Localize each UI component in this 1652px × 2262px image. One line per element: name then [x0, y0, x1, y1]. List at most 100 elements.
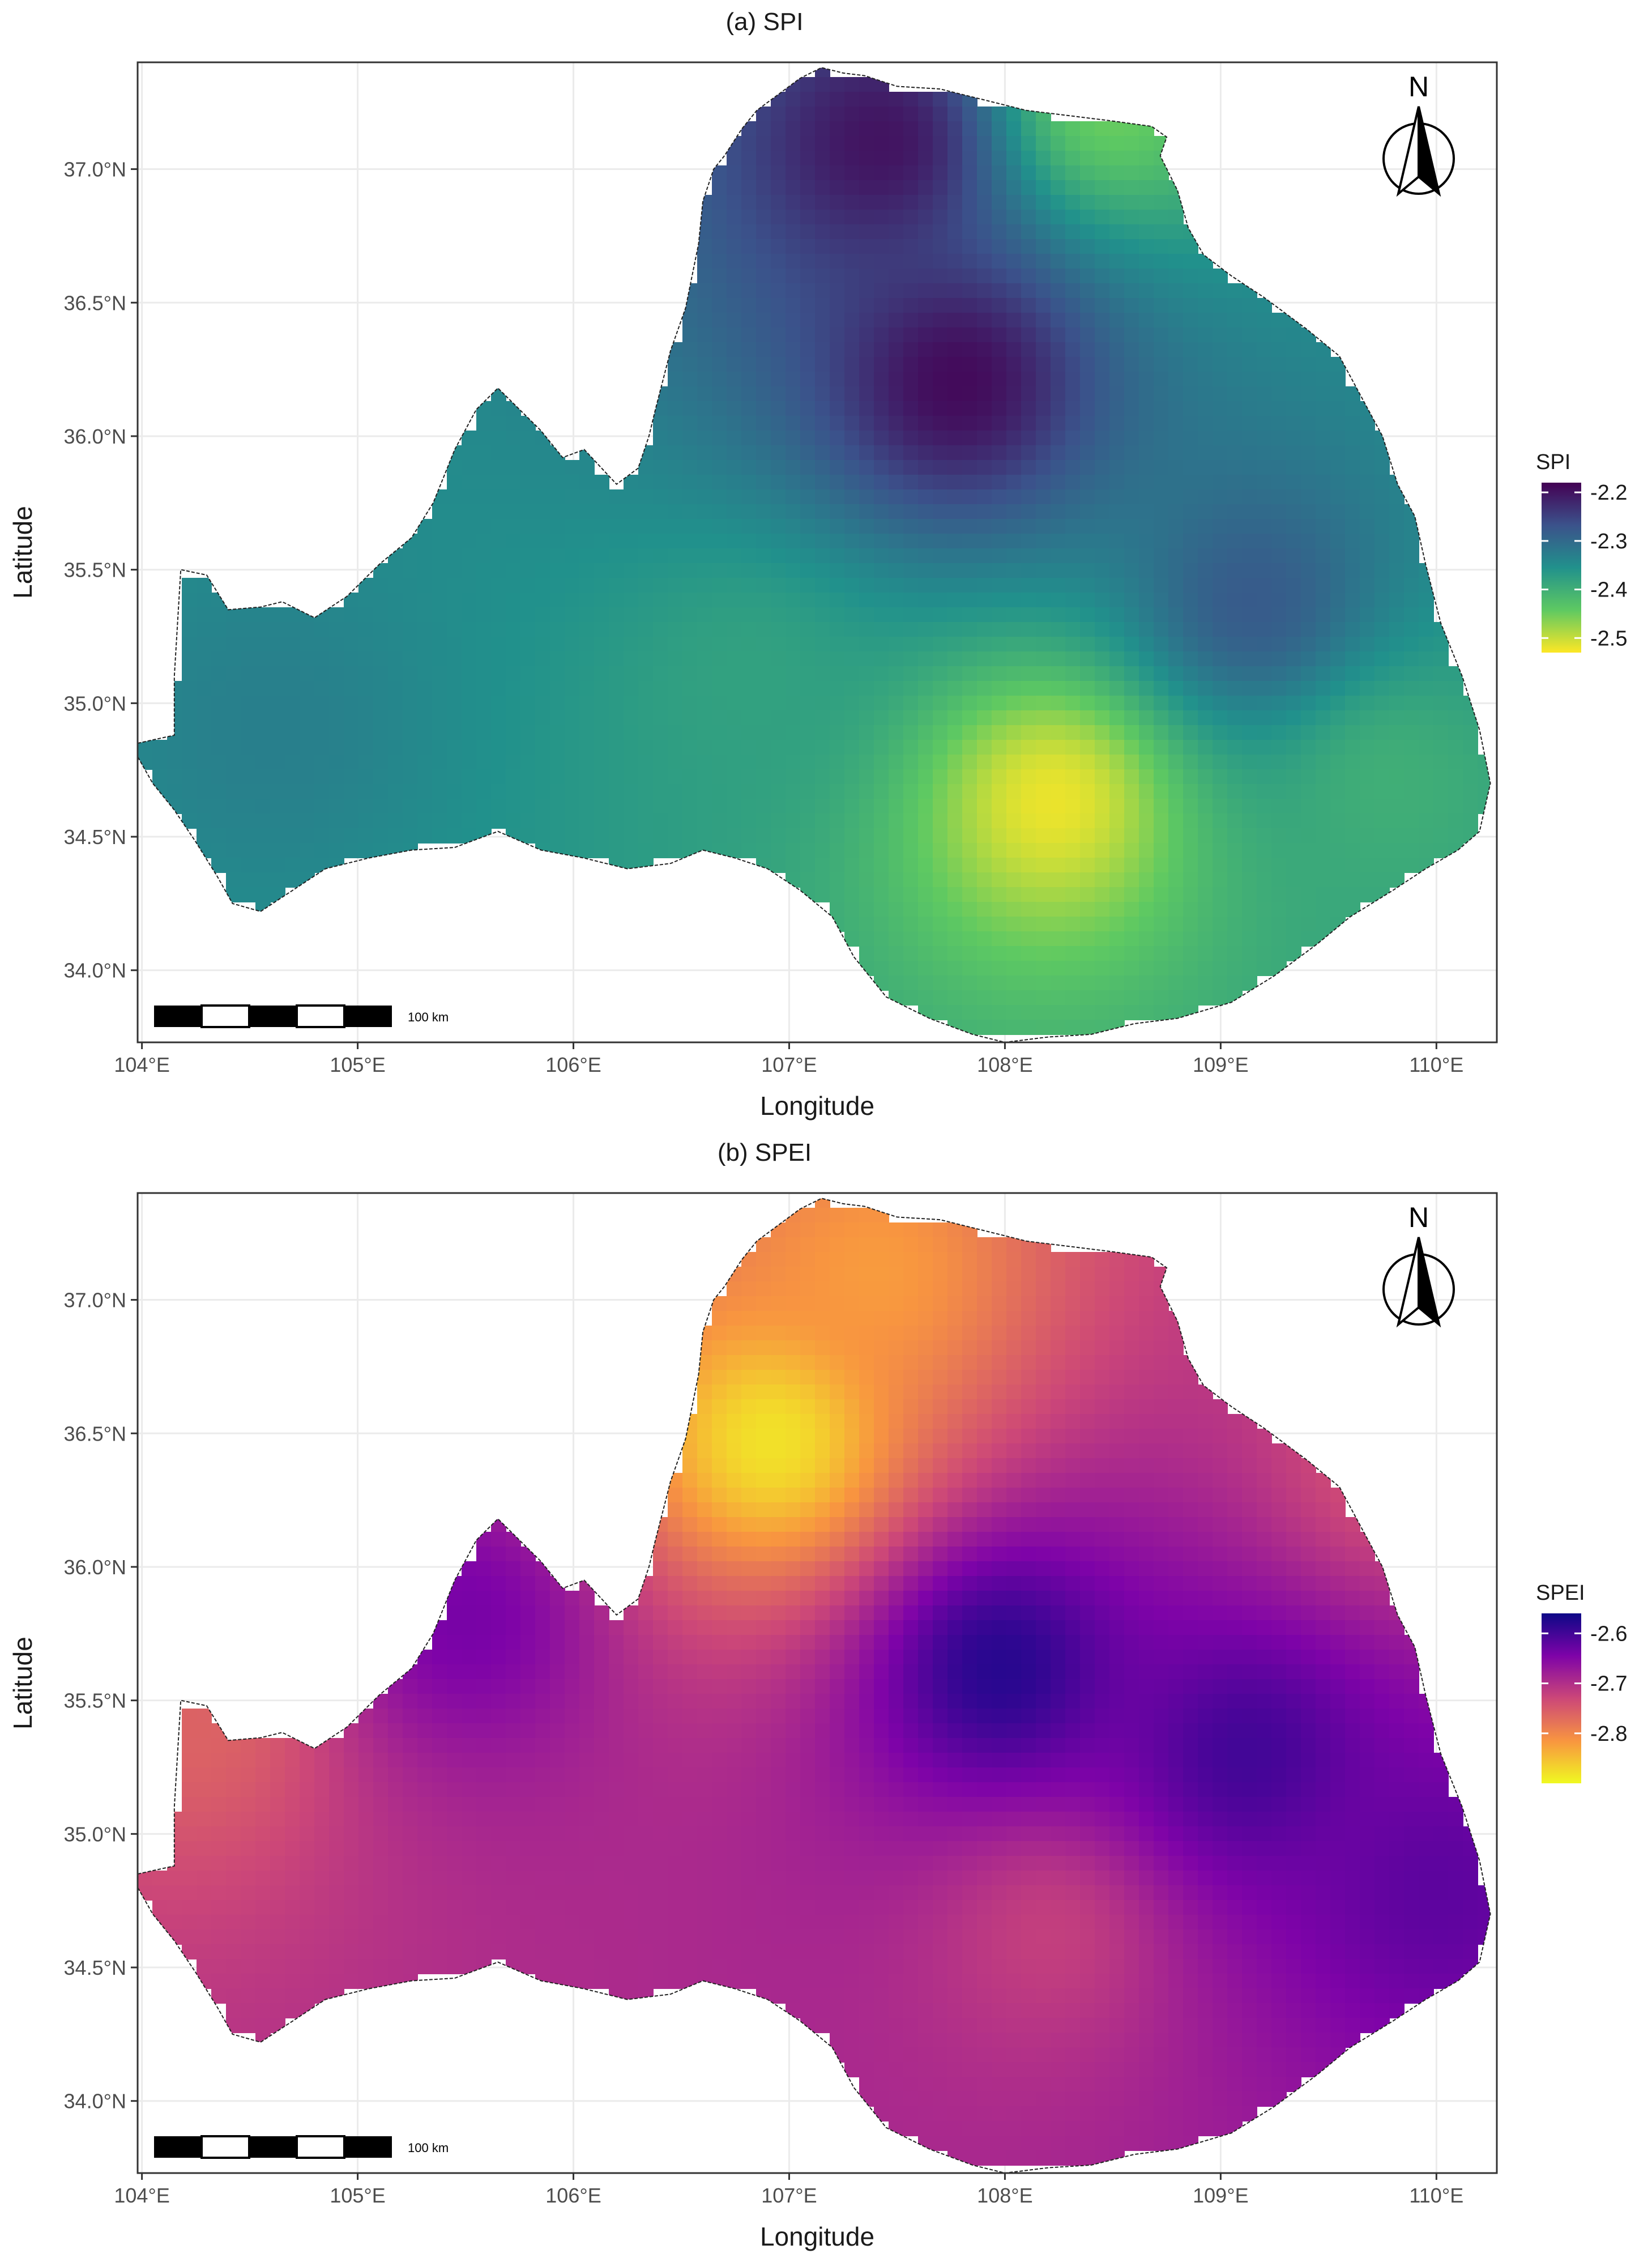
raster-cell: [962, 784, 977, 799]
raster-cell: [977, 784, 992, 799]
raster-cell: [1360, 563, 1375, 578]
raster-cell: [800, 593, 816, 608]
raster-cell: [1154, 1355, 1169, 1370]
raster-cell: [800, 784, 816, 799]
raster-cell: [1433, 696, 1449, 711]
raster-cell: [1154, 239, 1169, 254]
raster-cell: [1168, 283, 1184, 299]
raster-cell: [918, 578, 933, 593]
raster-cell: [962, 1591, 977, 1606]
raster-cell: [889, 1443, 904, 1459]
raster-cell: [1109, 1605, 1125, 1621]
raster-cell: [1021, 548, 1036, 564]
raster-cell: [1419, 784, 1434, 799]
raster-cell: [830, 1488, 845, 1503]
raster-cell: [712, 1561, 727, 1577]
raster-cell: [1433, 769, 1449, 785]
raster-cell: [933, 1414, 948, 1429]
raster-cell: [889, 1414, 904, 1429]
raster-cell: [624, 578, 639, 593]
raster-cell: [1051, 239, 1066, 254]
raster-cell: [933, 107, 948, 122]
raster-cell: [182, 710, 197, 726]
raster-cell: [550, 1620, 565, 1635]
raster-cell: [1316, 504, 1331, 519]
raster-cell: [1051, 254, 1066, 269]
raster-cell: [1242, 431, 1257, 446]
raster-cell: [712, 696, 727, 711]
raster-cell: [903, 445, 919, 461]
raster-cell: [756, 1635, 771, 1650]
raster-cell: [1124, 195, 1139, 210]
raster-cell: [741, 784, 757, 799]
raster-cell: [1271, 740, 1287, 755]
raster-cell: [285, 740, 300, 755]
raster-cell: [830, 872, 845, 888]
raster-cell: [947, 578, 963, 593]
raster-cell: [1330, 372, 1346, 387]
raster-cell: [1109, 1340, 1125, 1356]
raster-cell: [1006, 1020, 1022, 1035]
raster-cell: [918, 1237, 933, 1253]
raster-cell: [962, 563, 977, 578]
raster-cell: [1051, 1355, 1066, 1370]
raster-cell: [1316, 872, 1331, 888]
raster-cell: [1301, 1576, 1316, 1591]
raster-cell: [1109, 931, 1125, 947]
raster-cell: [197, 622, 212, 637]
raster-cell: [977, 1281, 992, 1297]
raster-cell: [830, 1355, 845, 1370]
raster-cell: [1374, 872, 1390, 888]
raster-cell: [874, 165, 889, 181]
raster-cell: [535, 828, 550, 844]
raster-cell: [756, 828, 771, 844]
raster-cell: [977, 578, 992, 593]
raster-cell: [1036, 254, 1051, 269]
raster-cell: [1109, 401, 1125, 416]
raster-cell: [403, 725, 418, 740]
raster-cell: [1271, 1605, 1287, 1621]
raster-cell: [889, 1517, 904, 1532]
raster-cell: [182, 681, 197, 696]
raster-cell: [682, 1547, 698, 1562]
raster-cell: [1109, 386, 1125, 402]
raster-cell: [388, 696, 403, 711]
raster-cell: [285, 696, 300, 711]
raster-cell: [565, 710, 580, 726]
raster-cell: [1006, 740, 1022, 755]
raster-cell: [314, 799, 330, 814]
raster-cell: [1168, 681, 1184, 696]
raster-cell: [800, 1429, 816, 1444]
raster-cell: [682, 445, 698, 461]
raster-cell: [417, 755, 433, 770]
raster-cell: [506, 1591, 521, 1606]
raster-cell: [1345, 887, 1360, 902]
raster-cell: [1095, 1281, 1110, 1297]
raster-cell: [1213, 1664, 1228, 1680]
raster-cell: [800, 1502, 816, 1518]
raster-cell: [1227, 1532, 1243, 1547]
raster-cell: [638, 622, 654, 637]
raster-cell: [786, 1561, 801, 1577]
raster-cell: [1006, 872, 1022, 888]
raster-cell: [624, 637, 639, 652]
raster-cell: [889, 607, 904, 623]
raster-cell: [476, 548, 492, 564]
raster-cell: [1006, 269, 1022, 284]
raster-cell: [1198, 342, 1213, 357]
raster-cell: [756, 519, 771, 534]
raster-cell: [947, 769, 963, 785]
raster-cell: [417, 666, 433, 681]
raster-cell: [1139, 165, 1154, 181]
raster-cell: [756, 696, 771, 711]
raster-cell: [859, 401, 874, 416]
raster-cell: [1271, 593, 1287, 608]
raster-cell: [771, 799, 786, 814]
raster-cell: [1168, 534, 1184, 549]
raster-cell: [491, 1664, 506, 1680]
raster-cell: [727, 401, 742, 416]
raster-cell: [197, 813, 212, 829]
raster-cell: [520, 828, 536, 844]
raster-cell: [1301, 666, 1316, 681]
raster-cell: [962, 799, 977, 814]
